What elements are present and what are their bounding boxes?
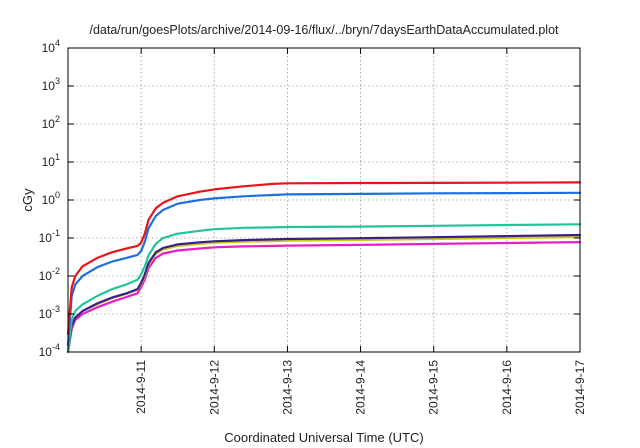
y-tick-exponent: -1 xyxy=(52,228,60,238)
y-tick-base: 10 xyxy=(39,345,53,359)
x-tick-label: 2014-9-16 xyxy=(500,360,514,415)
x-tick-label: 2014-9-11 xyxy=(134,360,148,414)
y-tick-label: 10-1 xyxy=(39,228,60,245)
ticks: 10-410-310-210-11001011021031042014-9-11… xyxy=(39,38,587,415)
y-tick-label: 102 xyxy=(42,114,60,131)
y-tick-exponent: -2 xyxy=(52,266,60,276)
y-tick-label: 103 xyxy=(42,76,60,93)
y-axis-label: cGy xyxy=(20,188,35,212)
y-tick-label: 104 xyxy=(42,38,60,55)
series-layer xyxy=(66,181,582,354)
series-line-2 xyxy=(66,191,582,347)
x-axis-label: Coordinated Universal Time (UTC) xyxy=(224,430,423,445)
y-tick-base: 10 xyxy=(42,155,56,169)
y-tick-base: 10 xyxy=(42,193,56,207)
y-tick-exponent: -4 xyxy=(52,342,60,352)
y-tick-base: 10 xyxy=(42,117,56,131)
y-tick-exponent: 0 xyxy=(55,190,60,200)
grid xyxy=(68,48,580,352)
y-tick-base: 10 xyxy=(42,79,56,93)
y-tick-exponent: -3 xyxy=(52,304,60,314)
y-tick-label: 101 xyxy=(42,152,60,169)
x-tick-label: 2014-9-15 xyxy=(427,360,441,415)
x-tick-label: 2014-9-17 xyxy=(573,360,587,415)
x-tick-label: 2014-9-13 xyxy=(280,360,294,415)
series-line-5 xyxy=(66,235,582,354)
y-tick-exponent: 3 xyxy=(55,76,60,86)
series-line-6 xyxy=(66,241,582,354)
x-tick-label: 2014-9-14 xyxy=(354,360,368,415)
y-tick-base: 10 xyxy=(39,269,53,283)
series-line-1 xyxy=(66,181,582,335)
y-tick-label: 10-2 xyxy=(39,266,60,283)
y-tick-base: 10 xyxy=(39,307,53,321)
y-tick-label: 10-3 xyxy=(39,304,60,321)
series-line-4 xyxy=(66,233,582,354)
chart-title: /data/run/goesPlots/archive/2014-09-16/f… xyxy=(89,23,559,37)
x-tick-label: 2014-9-12 xyxy=(207,360,221,415)
y-tick-exponent: 4 xyxy=(55,38,60,48)
y-tick-exponent: 2 xyxy=(55,114,60,124)
y-tick-label: 10-4 xyxy=(39,342,60,359)
y-tick-label: 100 xyxy=(42,190,60,207)
y-tick-exponent: 1 xyxy=(55,152,60,162)
y-tick-base: 10 xyxy=(39,231,53,245)
y-tick-base: 10 xyxy=(42,41,56,55)
series-line-3 xyxy=(66,223,582,354)
